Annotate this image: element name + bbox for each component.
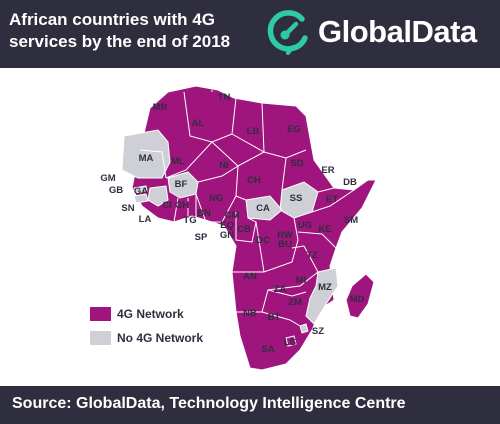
legend-item-no-4g: No 4G Network bbox=[90, 326, 203, 350]
country-label-ca: CA bbox=[256, 203, 270, 214]
legend-item-4g: 4G Network bbox=[90, 302, 203, 326]
country-label-al: AL bbox=[192, 118, 205, 129]
africa-map: MR TN AL LB EG MA ML NI SD ER DB GM GB G… bbox=[100, 85, 377, 371]
globaldata-logo-icon bbox=[267, 10, 308, 55]
legend-swatch-no-4g bbox=[90, 331, 111, 345]
country-label-zm: ZM bbox=[288, 297, 302, 308]
guinea-bissau-shape bbox=[133, 193, 149, 204]
source-text: Source: GlobalData, Technology Intellige… bbox=[12, 395, 406, 412]
legend-swatch-4g bbox=[90, 307, 111, 321]
country-label-ci: CI bbox=[162, 200, 172, 211]
title-line-2: services by the end of 2018 bbox=[9, 32, 231, 51]
country-label-ss: SS bbox=[290, 193, 303, 204]
country-borders bbox=[139, 90, 355, 327]
eswatini-shape bbox=[299, 323, 309, 334]
country-label-ch: CH bbox=[247, 175, 261, 186]
country-label-dc: DC bbox=[256, 235, 270, 246]
morocco-shape bbox=[121, 129, 171, 179]
lesotho-shape bbox=[285, 335, 297, 347]
country-label-ug: UG bbox=[298, 220, 312, 231]
country-label-eg: EG bbox=[287, 124, 301, 135]
country-label-ga: GA bbox=[134, 186, 148, 197]
country-label-eq: EQ bbox=[220, 220, 234, 231]
country-label-ls: LS bbox=[284, 337, 296, 348]
country-label-sz: SZ bbox=[312, 326, 324, 337]
title-line-1: African countries with 4G bbox=[9, 10, 215, 29]
country-label-gn: GN bbox=[220, 230, 234, 241]
country-label-gh: GH bbox=[175, 200, 189, 211]
country-label-la: LA bbox=[139, 214, 152, 225]
country-label-bu: BU bbox=[278, 239, 292, 250]
country-label-er: ER bbox=[321, 165, 334, 176]
country-label-rw: RW bbox=[277, 230, 293, 241]
country-label-lb: LB bbox=[247, 126, 260, 137]
country-label-sm: SM bbox=[344, 215, 358, 226]
country-label-et: ET bbox=[326, 194, 338, 205]
country-label-ng: NG bbox=[209, 193, 223, 204]
country-label-ke: KE bbox=[318, 224, 331, 235]
brand-name: GlobalData bbox=[318, 14, 477, 49]
country-label-ni: NI bbox=[219, 160, 229, 171]
country-label-bt: BT bbox=[268, 312, 281, 323]
country-label-ml: ML bbox=[171, 156, 185, 167]
country-label-tz: TZ bbox=[306, 250, 318, 261]
country-label-sp: SP bbox=[195, 232, 208, 243]
country-label-db: DB bbox=[343, 177, 357, 188]
central-african-republic-shape bbox=[245, 195, 283, 221]
country-label-md: MD bbox=[350, 294, 365, 305]
header-banner: African countries with 4G services by th… bbox=[0, 0, 500, 68]
mozambique-shape bbox=[305, 267, 339, 325]
country-label-nb: NB bbox=[243, 308, 257, 319]
country-label-bf: BF bbox=[175, 179, 188, 190]
legend-label-4g: 4G Network bbox=[117, 307, 184, 321]
country-label-mz: MZ bbox=[318, 282, 332, 293]
footer-banner: Source: GlobalData, Technology Intellige… bbox=[0, 386, 500, 424]
country-label-an: AN bbox=[243, 271, 257, 282]
country-label-tg: TG bbox=[183, 215, 196, 226]
country-labels: MR TN AL LB EG MA ML NI SD ER DB GM GB G… bbox=[100, 92, 364, 355]
country-label-cm: CM bbox=[225, 210, 240, 221]
country-label-mi: MI bbox=[296, 275, 307, 286]
country-label-sd: SD bbox=[290, 158, 303, 169]
country-label-sn: SN bbox=[121, 203, 134, 214]
gambia-shape bbox=[133, 185, 148, 194]
country-label-gb: GB bbox=[109, 185, 123, 196]
legend-label-no-4g: No 4G Network bbox=[117, 331, 204, 345]
page-title: African countries with 4G services by th… bbox=[9, 9, 259, 53]
country-label-mr: MR bbox=[153, 102, 168, 113]
country-label-sa: SA bbox=[261, 344, 274, 355]
guinea-shape bbox=[147, 185, 169, 207]
globaldata-logo: GlobalData bbox=[262, 10, 494, 58]
map-legend: 4G Network No 4G Network bbox=[90, 302, 203, 350]
madagascar-shape bbox=[345, 273, 375, 319]
country-label-za: ZA bbox=[274, 284, 287, 295]
country-label-ma: MA bbox=[139, 153, 154, 164]
country-label-cb: CB bbox=[237, 224, 251, 235]
country-label-bn: BN bbox=[197, 208, 211, 219]
country-label-gm: GM bbox=[100, 173, 115, 184]
country-label-tn: TN bbox=[218, 92, 231, 103]
